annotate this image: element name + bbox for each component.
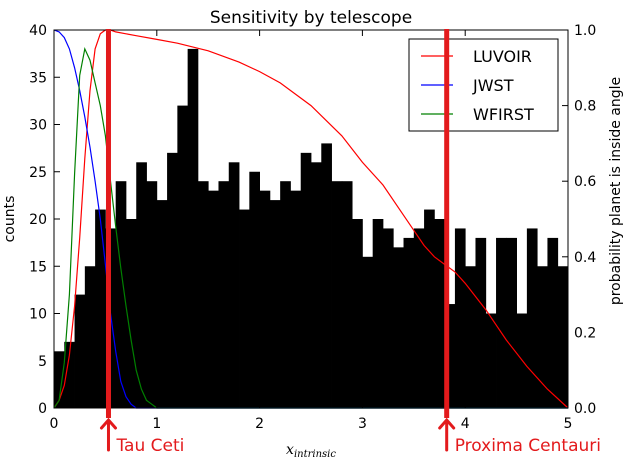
histogram-bar [115, 181, 127, 408]
y-tick-label: 25 [29, 165, 47, 181]
y2-tick-label: 0.6 [574, 174, 596, 190]
x-tick-label: 5 [564, 416, 573, 432]
star-markers: Tau Ceti Proxima Centauri [99, 29, 601, 456]
histogram-bar [382, 228, 394, 408]
histogram-bar [547, 237, 559, 408]
histogram-bars [54, 48, 569, 409]
y2-tick-label: 1.0 [574, 23, 596, 39]
histogram-bar [506, 237, 517, 408]
histogram-bar [454, 228, 466, 408]
histogram-bar [362, 256, 374, 408]
histogram-bar [496, 237, 507, 408]
y-tick-label: 40 [29, 23, 47, 39]
histogram-bar [321, 143, 332, 408]
histogram-bar [290, 190, 302, 408]
histogram-bar [331, 181, 343, 408]
x-tick-label: 4 [461, 416, 470, 432]
x-axis-title: xintrinsic [286, 442, 336, 457]
y-tick-label: 35 [29, 70, 47, 86]
histogram-bar [197, 181, 209, 408]
x-tick-label: 2 [255, 416, 264, 432]
histogram-bar [475, 237, 487, 408]
y2-tick-label: 0.0 [574, 401, 596, 417]
legend-label-wfirst: WFIRST [473, 105, 534, 124]
histogram-bar [95, 209, 106, 408]
series-line-luvoir [53, 29, 569, 409]
histogram-bar [280, 181, 291, 408]
histogram-bar [167, 152, 178, 408]
y-tick-label: 5 [38, 354, 47, 370]
marker-arrow-icon [99, 417, 117, 452]
histogram-bar [177, 105, 189, 408]
histogram-bar [465, 266, 476, 408]
y2-tick-label: 0.8 [574, 99, 596, 115]
histogram-bar [485, 313, 497, 408]
histogram-bar [393, 247, 404, 408]
x-tick-label: 0 [50, 416, 59, 432]
marker-arrow-icon [438, 417, 456, 452]
histogram-bar [228, 162, 240, 408]
histogram-bar [444, 304, 456, 408]
y-tick-label: 0 [38, 401, 47, 417]
histogram-bar [300, 152, 312, 408]
histogram-bar [424, 209, 435, 408]
histogram-bar [403, 237, 415, 408]
histogram-bar [146, 181, 158, 408]
y2-tick-label: 0.2 [574, 325, 596, 341]
histogram-bar [187, 48, 199, 409]
legend-label-luvoir: LUVOIR [473, 47, 532, 66]
histogram-bar [218, 181, 230, 408]
histogram-bar [537, 266, 548, 408]
marker-label: Tau Ceti [115, 436, 184, 456]
histogram-bar [125, 219, 137, 408]
histogram-bar [54, 351, 65, 408]
y-axis-title: counts [2, 196, 18, 243]
histogram-bar [341, 181, 353, 408]
histogram-bar [64, 341, 75, 408]
histogram-bar [259, 190, 271, 408]
histogram-bar [311, 162, 322, 408]
histogram-bar [208, 190, 219, 408]
axis-ticks: 0 1 2 3 4 5 0 5 10 15 20 25 30 35 40 0.0 0.2 0.4 0.6 0.8 1.0 [29, 23, 596, 432]
y2-tick-label: 0.4 [574, 250, 596, 266]
marker-label: Proxima Centauri [455, 436, 601, 456]
y2-axis-title: probability planet is inside angle [608, 77, 624, 305]
y-tick-label: 15 [29, 259, 47, 275]
histogram-bar [156, 200, 168, 408]
legend-label-jwst: JWST [472, 76, 514, 95]
histogram-bar [136, 162, 147, 408]
histogram-bar [74, 294, 86, 408]
histogram-bar [434, 219, 446, 408]
histogram-bar [557, 266, 569, 408]
x-tick-label: 1 [152, 416, 161, 432]
histogram-bar [352, 219, 363, 408]
histogram-bar [372, 219, 384, 408]
legend: LUVOIR JWST WFIRST [408, 38, 559, 132]
histogram-bar [249, 171, 260, 408]
y-tick-label: 30 [29, 118, 47, 134]
histogram-bar [239, 209, 250, 408]
histogram-bar [269, 200, 281, 408]
histogram-bar [84, 266, 96, 408]
y-tick-label: 10 [29, 307, 47, 323]
histogram-bar [526, 228, 538, 408]
y-tick-label: 20 [29, 212, 47, 228]
histogram-bar [413, 228, 425, 408]
chart-title: Sensitivity by telescope [210, 8, 412, 28]
x-tick-label: 3 [358, 416, 367, 432]
